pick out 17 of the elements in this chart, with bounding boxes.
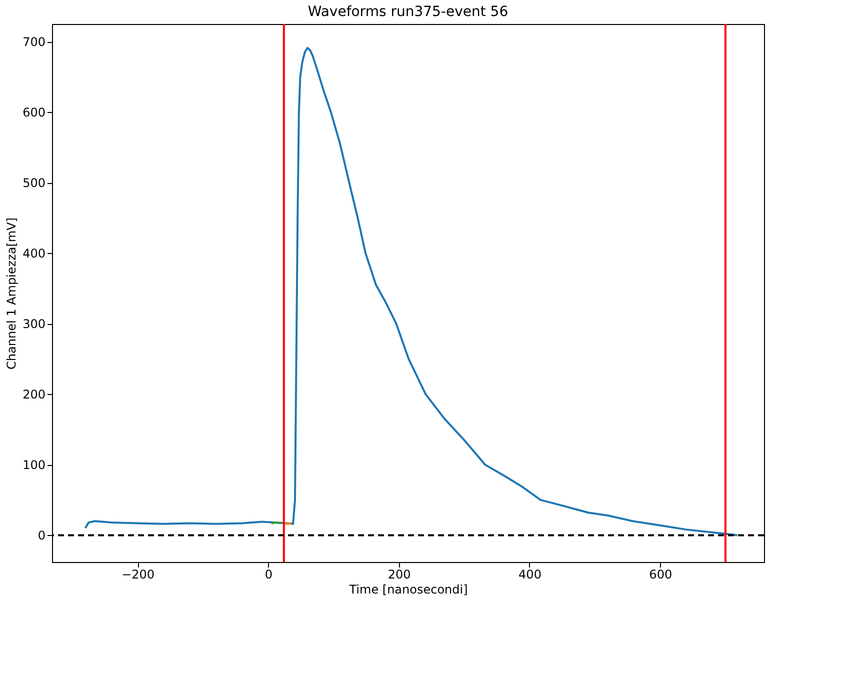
y-tick-label: 300	[22, 317, 46, 332]
y-tick-label: 200	[22, 388, 46, 402]
x-tick-label: 400	[518, 568, 542, 582]
y-tick-label: 500	[22, 176, 46, 190]
y-tick-label: 400	[22, 246, 46, 261]
line-series	[84, 46, 738, 536]
x-tick-label: −200	[122, 568, 155, 582]
x-tick-label: 200	[388, 568, 411, 582]
x-axis-title: Time [nanosecondi]	[348, 582, 468, 596]
y-axis-title: Channel 1 Ampiezza[mV]	[4, 218, 19, 370]
y-tick-label: 100	[22, 458, 46, 472]
y-tick-label: 600	[22, 106, 46, 120]
x-tick-label: 0	[264, 568, 273, 582]
chart-title: Waveforms run375-event 56	[308, 4, 508, 20]
x-tick-label: 600	[649, 568, 672, 582]
y-tick-label: 0	[38, 528, 46, 543]
y-tick-label: 700	[22, 35, 46, 50]
